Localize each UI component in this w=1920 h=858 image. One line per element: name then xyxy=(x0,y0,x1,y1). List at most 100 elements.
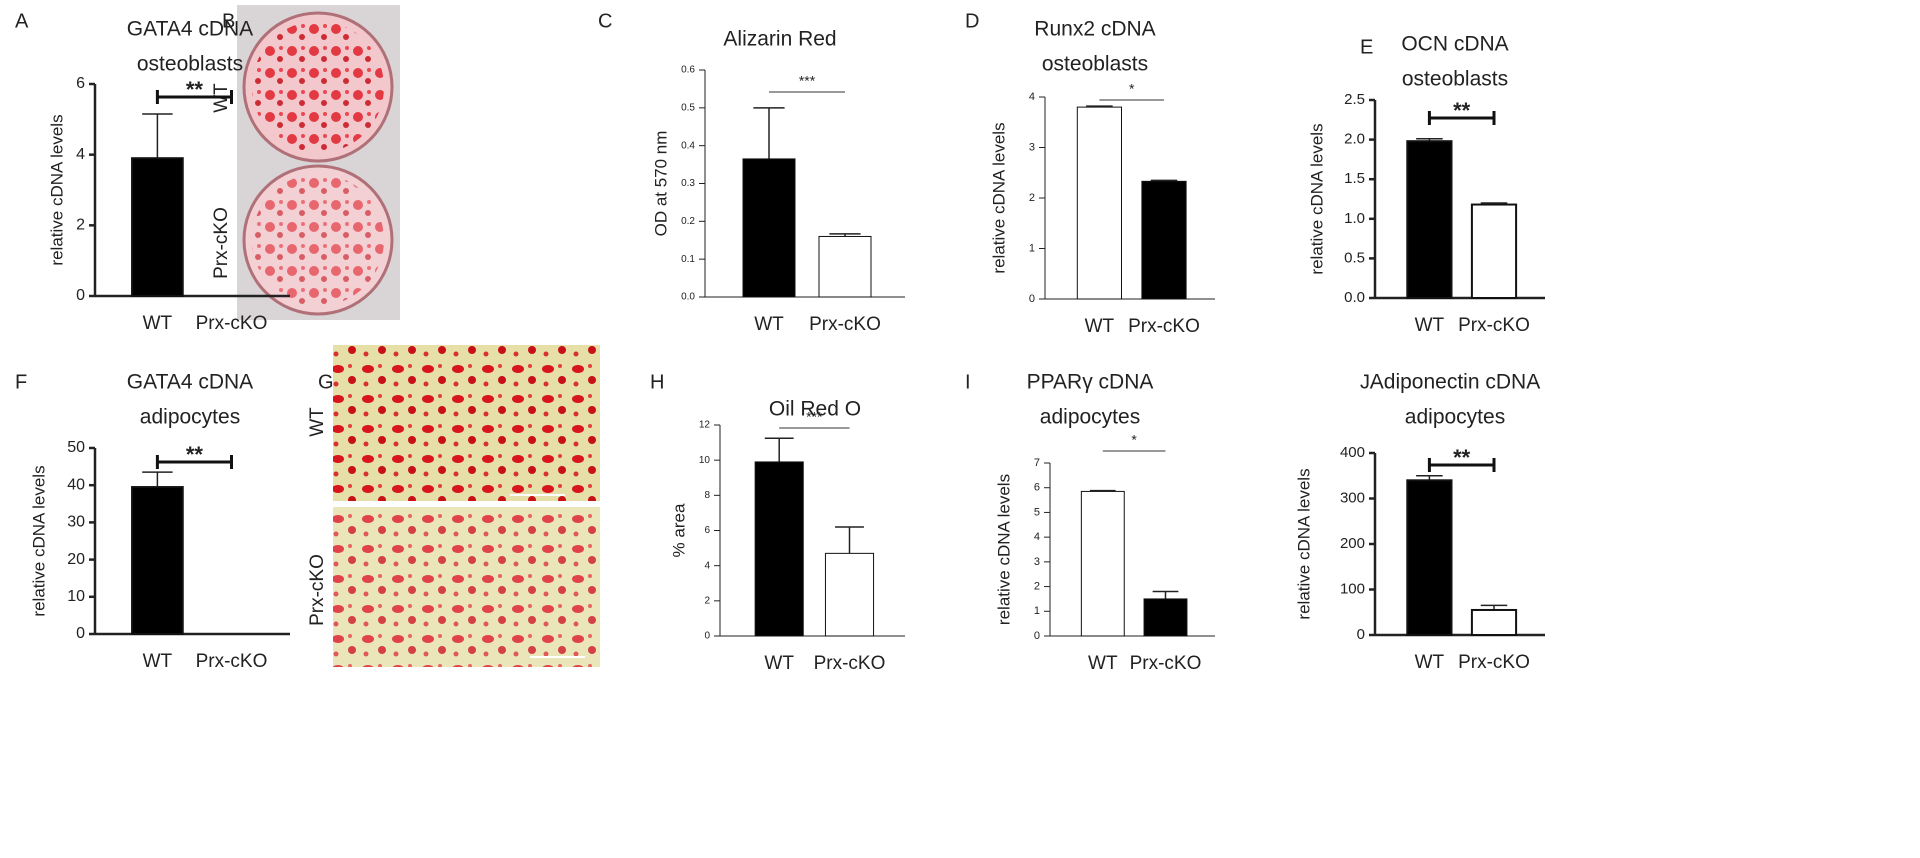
bar xyxy=(1470,203,1518,300)
y-tick-label: 0 xyxy=(1034,630,1040,642)
bar xyxy=(824,552,875,637)
y-tick-label: 5 xyxy=(1034,506,1040,518)
panel-letter: G xyxy=(318,371,334,393)
y-tick-label: 1 xyxy=(1034,605,1040,617)
y-tick-label: 6 xyxy=(704,525,710,536)
y-axis-label: relative cDNA levels xyxy=(47,114,66,265)
bar xyxy=(754,461,804,637)
y-tick-label: 0.5 xyxy=(1344,249,1365,266)
bar xyxy=(1470,608,1518,636)
x-tick-label: Prx-cKO xyxy=(1458,652,1530,673)
y-tick-label: 6 xyxy=(76,75,85,92)
y-tick-label: 2 xyxy=(1034,580,1040,592)
y-tick-label: 12 xyxy=(699,420,711,431)
x-tick-label: WT xyxy=(754,314,784,335)
y-tick-label: 2 xyxy=(76,217,85,234)
y-axis-label: % area xyxy=(669,503,688,557)
bar xyxy=(1141,180,1187,300)
chart-title: osteoblasts xyxy=(137,53,243,76)
bar xyxy=(742,158,796,298)
y-tick-label: 0.0 xyxy=(1344,289,1365,306)
y-axis-label: OD at 570 nm xyxy=(651,131,670,237)
significance-label: * xyxy=(1131,432,1137,448)
chart-title: adipocytes xyxy=(1405,406,1505,429)
well-stain xyxy=(252,21,384,153)
chart-title: Adiponectin cDNA xyxy=(1370,371,1540,394)
y-tick-label: 20 xyxy=(67,551,85,568)
y-tick-label: 4 xyxy=(76,146,85,163)
micrograph xyxy=(333,507,600,667)
x-tick-label: Prx-cKO xyxy=(1130,653,1202,674)
chart-title: Runx2 cDNA xyxy=(1034,18,1155,41)
y-tick-label: 1 xyxy=(1029,242,1035,254)
chart-title: PPARγ cDNA xyxy=(1027,371,1154,394)
panel-letter: H xyxy=(650,371,664,393)
chart-title: GATA4 cDNA xyxy=(127,371,253,394)
image-label: Prx-cKO xyxy=(211,207,232,279)
y-tick-label: 50 xyxy=(67,439,85,456)
y-tick-label: 400 xyxy=(1340,444,1365,461)
panel-letter: A xyxy=(15,10,29,32)
well-stain xyxy=(252,174,384,306)
y-tick-label: 0.6 xyxy=(681,65,695,76)
x-tick-label: WT xyxy=(143,313,173,334)
y-tick-label: 2.0 xyxy=(1344,131,1365,148)
x-tick-label: Prx-cKO xyxy=(1458,315,1530,336)
y-axis-label: relative cDNA levels xyxy=(1307,123,1326,274)
y-tick-label: 200 xyxy=(1340,535,1365,552)
chart-title: adipocytes xyxy=(140,406,240,429)
y-tick-label: 8 xyxy=(704,490,710,501)
bar xyxy=(1406,479,1453,636)
y-tick-label: 100 xyxy=(1340,580,1365,597)
bar xyxy=(1143,598,1188,637)
x-tick-label: WT xyxy=(1085,316,1115,337)
panel-letter: J xyxy=(1360,371,1370,393)
y-tick-label: 10 xyxy=(67,588,85,605)
y-tick-label: 0 xyxy=(76,625,85,642)
y-tick-label: 0.2 xyxy=(681,216,695,227)
significance-label: ** xyxy=(1453,98,1471,123)
y-tick-label: 0.5 xyxy=(681,102,695,113)
y-tick-label: 4 xyxy=(1029,91,1035,103)
y-tick-label: 2 xyxy=(704,595,710,606)
x-tick-label: Prx-cKO xyxy=(1128,316,1200,337)
x-tick-label: WT xyxy=(1415,652,1445,673)
y-tick-label: 300 xyxy=(1340,489,1365,506)
image-label: WT xyxy=(307,407,328,437)
x-tick-label: WT xyxy=(764,653,794,674)
y-axis-label: relative cDNA levels xyxy=(989,122,1008,273)
significance-label: ** xyxy=(1453,445,1471,470)
y-tick-label: 0.3 xyxy=(681,178,695,189)
y-tick-label: 1.0 xyxy=(1344,210,1365,227)
y-tick-label: 40 xyxy=(67,476,85,493)
y-tick-label: 2 xyxy=(1029,192,1035,204)
x-tick-label: WT xyxy=(1088,653,1118,674)
x-tick-label: Prx-cKO xyxy=(196,313,268,334)
panel-letter: B xyxy=(222,10,235,32)
significance-label: *** xyxy=(806,409,823,425)
y-axis-label: relative cDNA levels xyxy=(994,474,1013,625)
x-tick-label: Prx-cKO xyxy=(809,314,881,335)
y-tick-label: 6 xyxy=(1034,482,1040,494)
y-tick-label: 0 xyxy=(704,631,710,642)
bar xyxy=(1076,106,1123,300)
chart-title: adipocytes xyxy=(1040,406,1140,429)
chart-title: Alizarin Red xyxy=(723,28,836,51)
y-tick-label: 0.4 xyxy=(681,140,695,151)
chart-title: OCN cDNA xyxy=(1401,33,1508,56)
x-tick-label: Prx-cKO xyxy=(196,651,268,672)
chart-title: osteoblasts xyxy=(1402,68,1508,91)
y-tick-label: 0.0 xyxy=(681,292,695,303)
significance-label: ** xyxy=(186,77,204,102)
y-tick-label: 1.5 xyxy=(1344,170,1365,187)
bar xyxy=(1406,140,1453,299)
y-tick-label: 30 xyxy=(67,514,85,531)
chart-title: Oil Red O xyxy=(769,398,861,421)
image-label: Prx-cKO xyxy=(307,554,328,626)
y-tick-label: 4 xyxy=(1034,531,1040,543)
y-tick-label: 7 xyxy=(1034,457,1040,469)
bar xyxy=(131,157,184,297)
y-tick-label: 10 xyxy=(699,455,711,466)
